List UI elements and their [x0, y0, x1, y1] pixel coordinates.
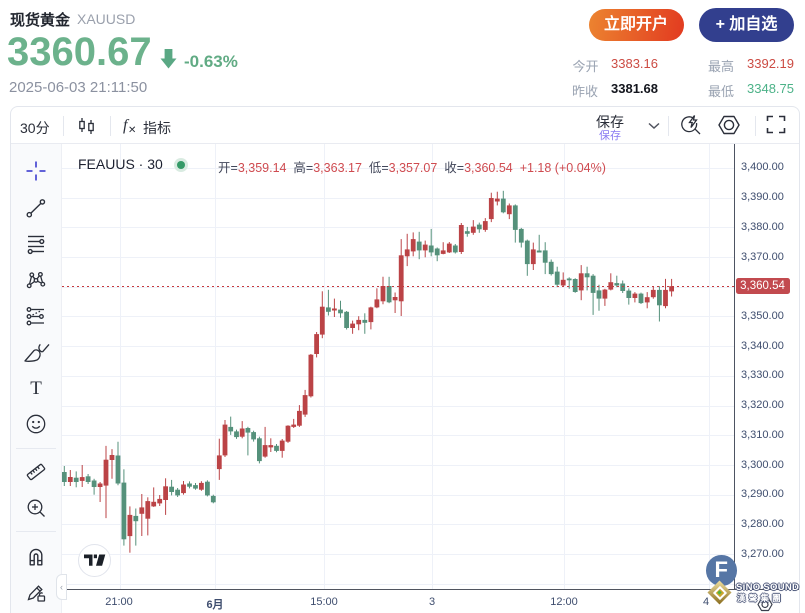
svg-text:T: T	[30, 378, 42, 399]
